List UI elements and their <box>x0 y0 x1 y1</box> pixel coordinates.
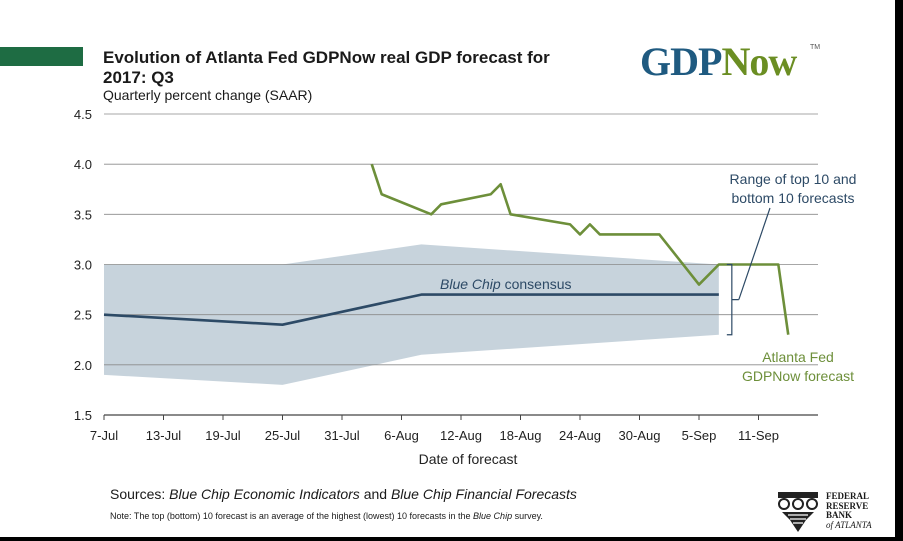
logo-trademark: TM <box>810 44 821 51</box>
note-italic: Blue Chip <box>473 511 513 521</box>
logo-gdp: GDP <box>640 39 722 84</box>
bluechip-line <box>103 293 719 327</box>
x-tick-label: 11-Sep <box>738 428 779 443</box>
fed-line-3: BANK <box>826 510 853 520</box>
y-tick-label: 4.0 <box>74 157 92 172</box>
y-tick-label: 4.5 <box>74 107 92 122</box>
y-tick-label: 3.0 <box>74 258 92 273</box>
chart-subtitle: Quarterly percent change (SAAR) <box>103 87 313 103</box>
logo-now: Now <box>721 39 797 84</box>
sources-line: Sources: Blue Chip Economic Indicators a… <box>110 486 577 502</box>
range-leader-line <box>738 207 771 300</box>
y-tick-label: 3.5 <box>74 207 92 222</box>
x-tick-label: 19-Jul <box>205 428 241 443</box>
bluechip-label: Blue Chip consensus <box>440 276 572 292</box>
source-1: Blue Chip Economic Indicators <box>169 486 360 502</box>
y-tick-label: 2.5 <box>74 308 92 323</box>
x-tick-label: 18-Aug <box>500 428 542 443</box>
note-suffix: survey. <box>514 511 543 521</box>
x-tick-label: 25-Jul <box>265 428 301 443</box>
x-axis-label: Date of forecast <box>419 451 518 467</box>
fed-line-4: of ATLANTA <box>826 519 872 530</box>
sources-prefix: Sources: <box>110 486 166 502</box>
y-tick-label: 2.0 <box>74 358 92 373</box>
x-tick-label: 24-Aug <box>559 428 601 443</box>
range-label-line: Range of top 10 and <box>730 171 857 187</box>
gdpnow-logo: GDPNow <box>640 39 797 84</box>
gdpnow-line <box>370 163 790 335</box>
range-bracket <box>726 263 739 336</box>
x-tick-label: 7-Jul <box>90 428 118 443</box>
sources-and: and <box>363 486 388 502</box>
x-tick-label: 5-Sep <box>682 428 717 443</box>
federal-reserve-logo: FEDERAL RESERVE BANK of ATLANTA <box>776 490 891 534</box>
x-tick-label: 13-Jul <box>146 428 182 443</box>
fed-line-1: FEDERAL <box>826 491 870 501</box>
x-tick-label: 31-Jul <box>324 428 360 443</box>
chart-note: Note: The top (bottom) 10 forecast is an… <box>110 511 543 521</box>
fed-line-2: RESERVE <box>826 500 869 511</box>
source-2: Blue Chip Financial Forecasts <box>390 486 577 502</box>
bluechip-label-rest: consensus <box>505 276 572 292</box>
eagle-seal-icon <box>778 492 818 532</box>
range-label-line: bottom 10 forecasts <box>732 190 855 206</box>
gdpnow-label-line: GDPNow forecast <box>742 368 854 384</box>
x-tick-label: 6-Aug <box>384 428 419 443</box>
chart-title: Evolution of Atlanta Fed GDPNow real GDP… <box>103 48 550 87</box>
brand-band <box>0 47 83 66</box>
x-tick-label: 12-Aug <box>440 428 482 443</box>
gdpnow-label-line: Atlanta Fed <box>762 349 834 365</box>
bluechip-label-italic: Blue Chip <box>440 276 505 292</box>
federal-reserve-name: FEDERAL RESERVE BANK of ATLANTA <box>826 491 872 530</box>
x-tick-label: 30-Aug <box>619 428 661 443</box>
y-tick-label: 1.5 <box>74 408 92 423</box>
note-prefix: Note: The top (bottom) 10 forecast is an… <box>110 511 471 521</box>
